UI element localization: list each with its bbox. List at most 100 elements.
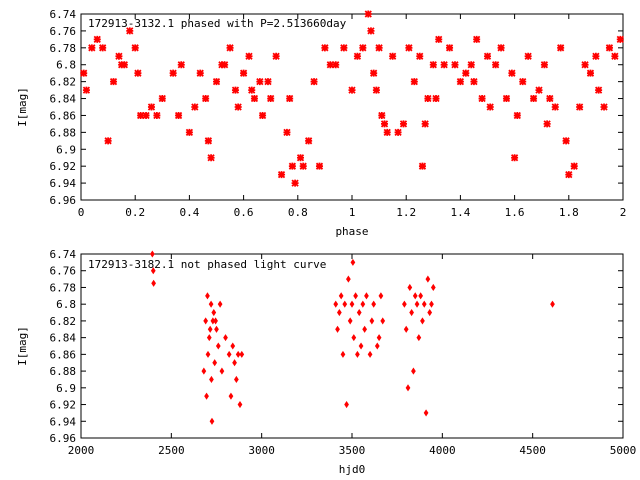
data-point	[305, 137, 313, 145]
data-point	[234, 103, 242, 111]
data-point	[430, 283, 436, 291]
y-tick-label: 6.74	[50, 248, 77, 261]
data-point	[206, 334, 212, 342]
data-point	[342, 300, 348, 308]
data-point	[99, 44, 107, 52]
data-point	[478, 94, 486, 103]
x-axis-label: phase	[335, 225, 368, 238]
y-tick-label: 6.8	[56, 59, 76, 72]
data-point	[362, 325, 368, 333]
data-point	[211, 309, 217, 317]
data-point	[611, 52, 619, 60]
data-point	[424, 94, 432, 103]
data-point	[429, 300, 434, 308]
data-point	[403, 325, 409, 333]
x-tick-label: 3000	[248, 444, 275, 457]
y-tick-label: 6.78	[50, 42, 77, 55]
data-point	[349, 300, 355, 308]
data-point	[310, 78, 318, 86]
data-point	[226, 350, 232, 358]
y-tick-label: 6.74	[50, 8, 77, 21]
data-point	[356, 309, 362, 317]
data-point	[364, 10, 372, 18]
data-point	[497, 44, 505, 52]
y-tick-label: 6.86	[50, 109, 77, 122]
data-point	[203, 317, 209, 325]
y-tick-label: 6.8	[56, 298, 76, 311]
data-point	[364, 292, 369, 300]
x-tick-label: 2500	[158, 444, 185, 457]
data-point	[456, 78, 465, 86]
data-point	[410, 78, 418, 86]
data-point	[378, 111, 386, 120]
data-point	[440, 61, 448, 69]
data-point	[420, 317, 425, 325]
x-tick-label: 0.2	[125, 206, 145, 219]
y-tick-label: 6.88	[50, 126, 77, 139]
data-point	[445, 44, 454, 52]
data-point	[414, 300, 420, 308]
data-point	[214, 325, 219, 333]
data-point	[616, 35, 624, 43]
data-point	[529, 94, 538, 103]
y-tick-label: 6.88	[50, 365, 77, 378]
data-point	[248, 86, 256, 94]
data-point	[336, 309, 342, 317]
data-point	[209, 375, 214, 383]
data-point	[358, 342, 364, 350]
y-tick-label: 6.94	[50, 177, 77, 190]
data-point	[335, 325, 340, 333]
data-point	[204, 137, 213, 145]
data-point	[126, 27, 134, 35]
y-tick-label: 6.78	[50, 281, 77, 294]
data-point	[174, 111, 183, 120]
data-point	[245, 52, 253, 60]
x-tick-label: 1	[349, 206, 356, 219]
data-point	[435, 35, 443, 43]
data-point	[237, 401, 243, 409]
data-point	[378, 292, 384, 300]
data-point	[88, 44, 96, 52]
data-point	[416, 52, 424, 60]
y-axis-label: I[mag]	[16, 87, 29, 127]
plot-frame	[80, 253, 624, 439]
data-point	[217, 300, 223, 308]
data-point	[535, 86, 543, 94]
y-axis-label: I[mag]	[16, 326, 29, 366]
data-point	[315, 162, 324, 170]
data-point	[375, 44, 383, 52]
data-point	[519, 78, 527, 86]
data-point	[399, 120, 408, 128]
x-axis-label: hjd0	[339, 463, 366, 476]
data-point	[286, 94, 294, 103]
data-point	[230, 342, 236, 350]
data-point	[355, 350, 360, 358]
chart-title: 172913-3132.1 phased with P=2.513660day	[88, 17, 347, 30]
data-point	[267, 94, 275, 103]
data-point	[600, 103, 608, 111]
data-point	[543, 120, 551, 128]
data-point	[594, 86, 603, 94]
data-point	[326, 61, 334, 69]
x-tick-label: 2	[620, 206, 627, 219]
data-point	[131, 44, 139, 52]
x-tick-label: 0.8	[288, 206, 308, 219]
data-point	[473, 35, 481, 43]
data-point	[136, 111, 145, 120]
data-point	[418, 292, 424, 300]
data-point	[207, 325, 213, 333]
data-point	[402, 300, 407, 308]
x-tick-label: 4500	[519, 444, 546, 457]
data-point	[370, 69, 378, 77]
y-tick-label: 6.76	[50, 25, 77, 38]
y-tick-label: 6.96	[50, 194, 77, 207]
data-point	[508, 69, 516, 77]
data-point	[169, 69, 177, 77]
y-tick-label: 6.82	[50, 315, 77, 328]
data-point	[158, 94, 166, 103]
data-point	[353, 292, 358, 300]
x-tick-label: 3500	[339, 444, 366, 457]
data-point	[142, 111, 150, 120]
